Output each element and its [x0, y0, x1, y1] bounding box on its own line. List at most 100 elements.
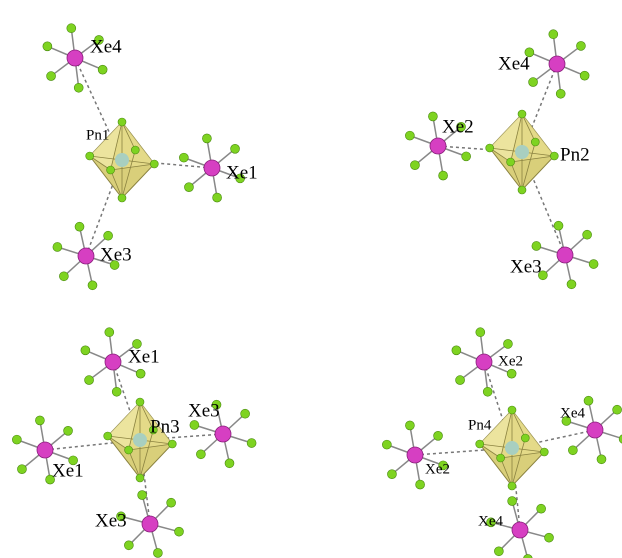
- f-atom: [580, 71, 589, 80]
- f-atom: [476, 328, 485, 337]
- f-atom: [47, 72, 56, 81]
- f-atom: [179, 153, 188, 162]
- f-atom: [86, 152, 94, 160]
- f-atom: [43, 42, 52, 51]
- f-atom: [486, 144, 494, 152]
- atom-label: Pn2: [560, 144, 590, 165]
- f-atom: [74, 83, 83, 92]
- f-atom: [537, 504, 546, 513]
- atom-label: Xe3: [510, 256, 542, 277]
- f-atom: [67, 24, 76, 33]
- f-atom: [545, 533, 554, 542]
- f-atom: [554, 221, 563, 230]
- f-atom: [428, 112, 437, 121]
- f-atom: [17, 465, 26, 474]
- f-atom: [202, 134, 211, 143]
- f-atom: [503, 339, 512, 348]
- f-atom: [167, 498, 176, 507]
- atom-label: Xe3: [188, 400, 220, 421]
- atom-label: Xe2: [442, 116, 474, 137]
- f-atom: [196, 450, 205, 459]
- atom-label: Xe4: [560, 405, 585, 421]
- f-atom: [434, 431, 443, 440]
- f-atom: [35, 416, 44, 425]
- xe-atom: [37, 442, 53, 458]
- f-atom: [125, 446, 133, 454]
- structure-figure: Xe4 Pn1 Xe1 Xe3 Xe4 Xe2 Pn2 Xe3 Xe1 Xe1 …: [0, 0, 622, 558]
- f-atom: [104, 231, 113, 240]
- f-atom: [508, 482, 516, 490]
- f-atom: [476, 440, 484, 448]
- f-atom: [104, 432, 112, 440]
- f-atom: [81, 346, 90, 355]
- f-atom: [138, 491, 147, 500]
- f-atom: [247, 439, 256, 448]
- atom-label: Xe4: [498, 53, 530, 74]
- f-atom: [136, 369, 145, 378]
- xe-atom: [105, 354, 121, 370]
- f-atom: [549, 30, 558, 39]
- f-atom: [153, 548, 162, 557]
- f-atom: [521, 434, 529, 442]
- atom-label: Xe2: [498, 353, 523, 369]
- f-atom: [59, 272, 68, 281]
- f-atom: [508, 406, 516, 414]
- atom-label: Xe4: [90, 36, 122, 57]
- f-atom: [382, 440, 391, 449]
- f-atom: [597, 455, 606, 464]
- f-atom: [64, 426, 73, 435]
- f-atom: [105, 328, 114, 337]
- pn-atom: [505, 441, 519, 455]
- xe-atom: [587, 422, 603, 438]
- f-atom: [494, 547, 503, 556]
- f-atom: [508, 497, 517, 506]
- atom-label: Xe2: [425, 461, 450, 477]
- f-atom: [532, 241, 541, 250]
- f-atom: [589, 260, 598, 269]
- xe-atom: [549, 56, 565, 72]
- f-atom: [518, 110, 526, 118]
- f-atom: [483, 387, 492, 396]
- f-atom: [462, 152, 471, 161]
- atom-label: Pn3: [150, 416, 180, 437]
- f-atom: [112, 387, 121, 396]
- f-atom: [567, 280, 576, 289]
- atom-label: Xe1: [128, 346, 160, 367]
- pn-atom: [115, 153, 129, 167]
- f-atom: [124, 541, 133, 550]
- f-atom: [190, 420, 199, 429]
- f-atom: [584, 396, 593, 405]
- atom-label: Pn4: [468, 417, 492, 433]
- f-atom: [88, 281, 97, 290]
- f-atom: [136, 474, 144, 482]
- f-atom: [529, 78, 538, 87]
- atom-label: Xe3: [100, 244, 132, 265]
- atom-label: Xe3: [95, 510, 127, 531]
- f-atom: [452, 346, 461, 355]
- f-atom: [439, 171, 448, 180]
- f-atom: [576, 41, 585, 50]
- f-atom: [405, 421, 414, 430]
- f-atom: [540, 448, 548, 456]
- f-atom: [136, 398, 144, 406]
- atom-label: Xe4: [478, 513, 503, 529]
- f-atom: [507, 158, 515, 166]
- f-atom: [556, 89, 565, 98]
- f-atom: [613, 405, 622, 414]
- f-atom: [85, 376, 94, 385]
- molecules: [12, 24, 622, 558]
- f-atom: [118, 118, 126, 126]
- f-atom: [456, 376, 465, 385]
- xe-atom: [67, 50, 83, 66]
- f-atom: [231, 144, 240, 153]
- f-atom: [405, 131, 414, 140]
- f-atom: [241, 409, 250, 418]
- xe-atom: [512, 522, 528, 538]
- xe-atom: [142, 516, 158, 532]
- f-atom: [410, 161, 419, 170]
- atom-label: Xe1: [52, 460, 84, 481]
- xe-atom: [215, 426, 231, 442]
- atom-label: Xe1: [226, 162, 258, 183]
- f-atom: [213, 193, 222, 202]
- xe-atom: [78, 248, 94, 264]
